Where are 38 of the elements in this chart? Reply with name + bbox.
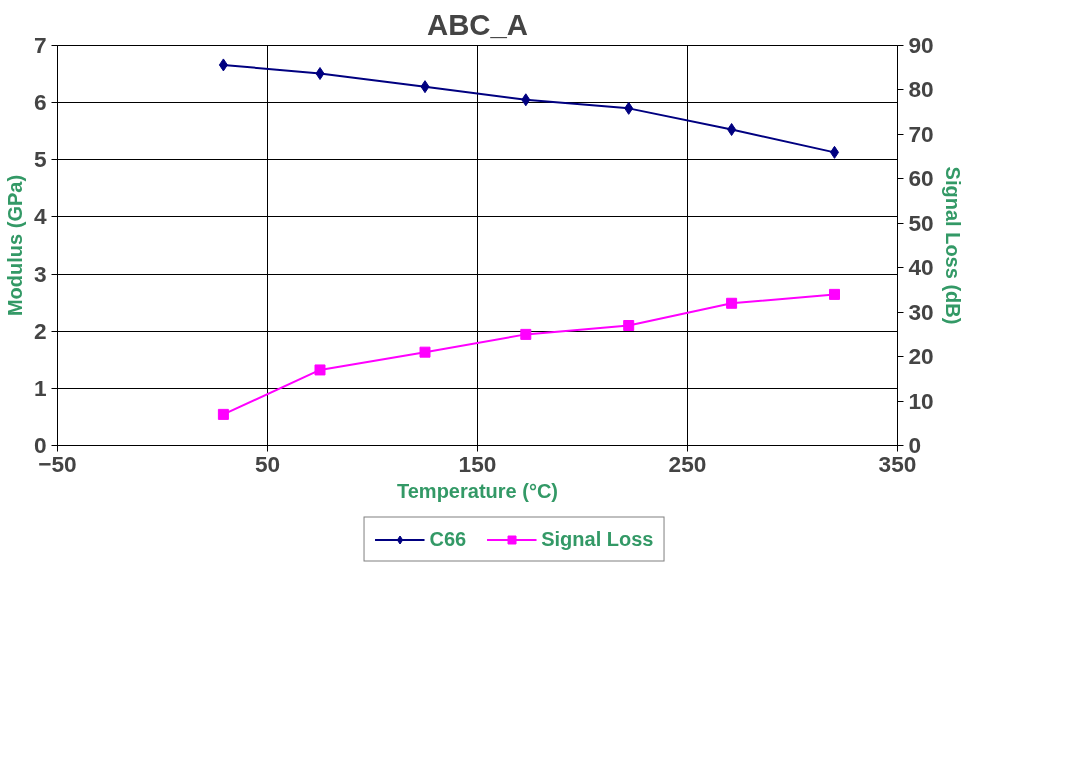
y2-tick-label: 60 — [908, 165, 934, 192]
y-tick-label: 1 — [33, 374, 47, 401]
y-tick-label: 5 — [33, 146, 47, 173]
y2-tick-label: 80 — [908, 76, 934, 103]
y2-axis-title: Signal Loss (dB) — [941, 166, 964, 325]
y2-tick-label: 20 — [908, 343, 934, 370]
y2-tick-label: 70 — [908, 120, 934, 147]
y2-tick-label: 40 — [908, 254, 934, 281]
legend-label: C66 — [429, 527, 467, 551]
point — [624, 101, 634, 115]
point — [520, 328, 532, 340]
point — [315, 67, 325, 80]
legend-label: Signal Loss — [541, 527, 654, 551]
y2-tick-label: 30 — [908, 298, 934, 325]
x-axis-title: Temperature (°C) — [397, 479, 559, 502]
y-tick-label: 3 — [33, 260, 47, 287]
y2-tick-label: 90 — [908, 32, 934, 58]
y-axis-title: Modulus (GPa) — [3, 174, 26, 317]
y-tick-label: 2 — [33, 317, 47, 344]
y-tick-label: 4 — [33, 203, 47, 230]
x-tick-label: 50 — [254, 450, 281, 477]
point — [218, 58, 228, 72]
point — [726, 297, 738, 309]
y2-tick-label: 50 — [908, 209, 934, 236]
y-tick-label: 7 — [33, 32, 47, 58]
point — [314, 364, 326, 376]
point — [217, 408, 229, 420]
point — [419, 346, 431, 358]
y-tick-label: 6 — [33, 89, 47, 116]
point — [623, 320, 635, 331]
x-tick-label: 250 — [668, 450, 707, 477]
point — [829, 288, 840, 300]
y2-tick-label: 10 — [908, 387, 934, 414]
point — [420, 80, 430, 94]
point — [521, 93, 531, 107]
x-tick-label: 150 — [458, 450, 497, 477]
point — [727, 123, 737, 136]
chart-title: ABC_A — [426, 7, 529, 41]
